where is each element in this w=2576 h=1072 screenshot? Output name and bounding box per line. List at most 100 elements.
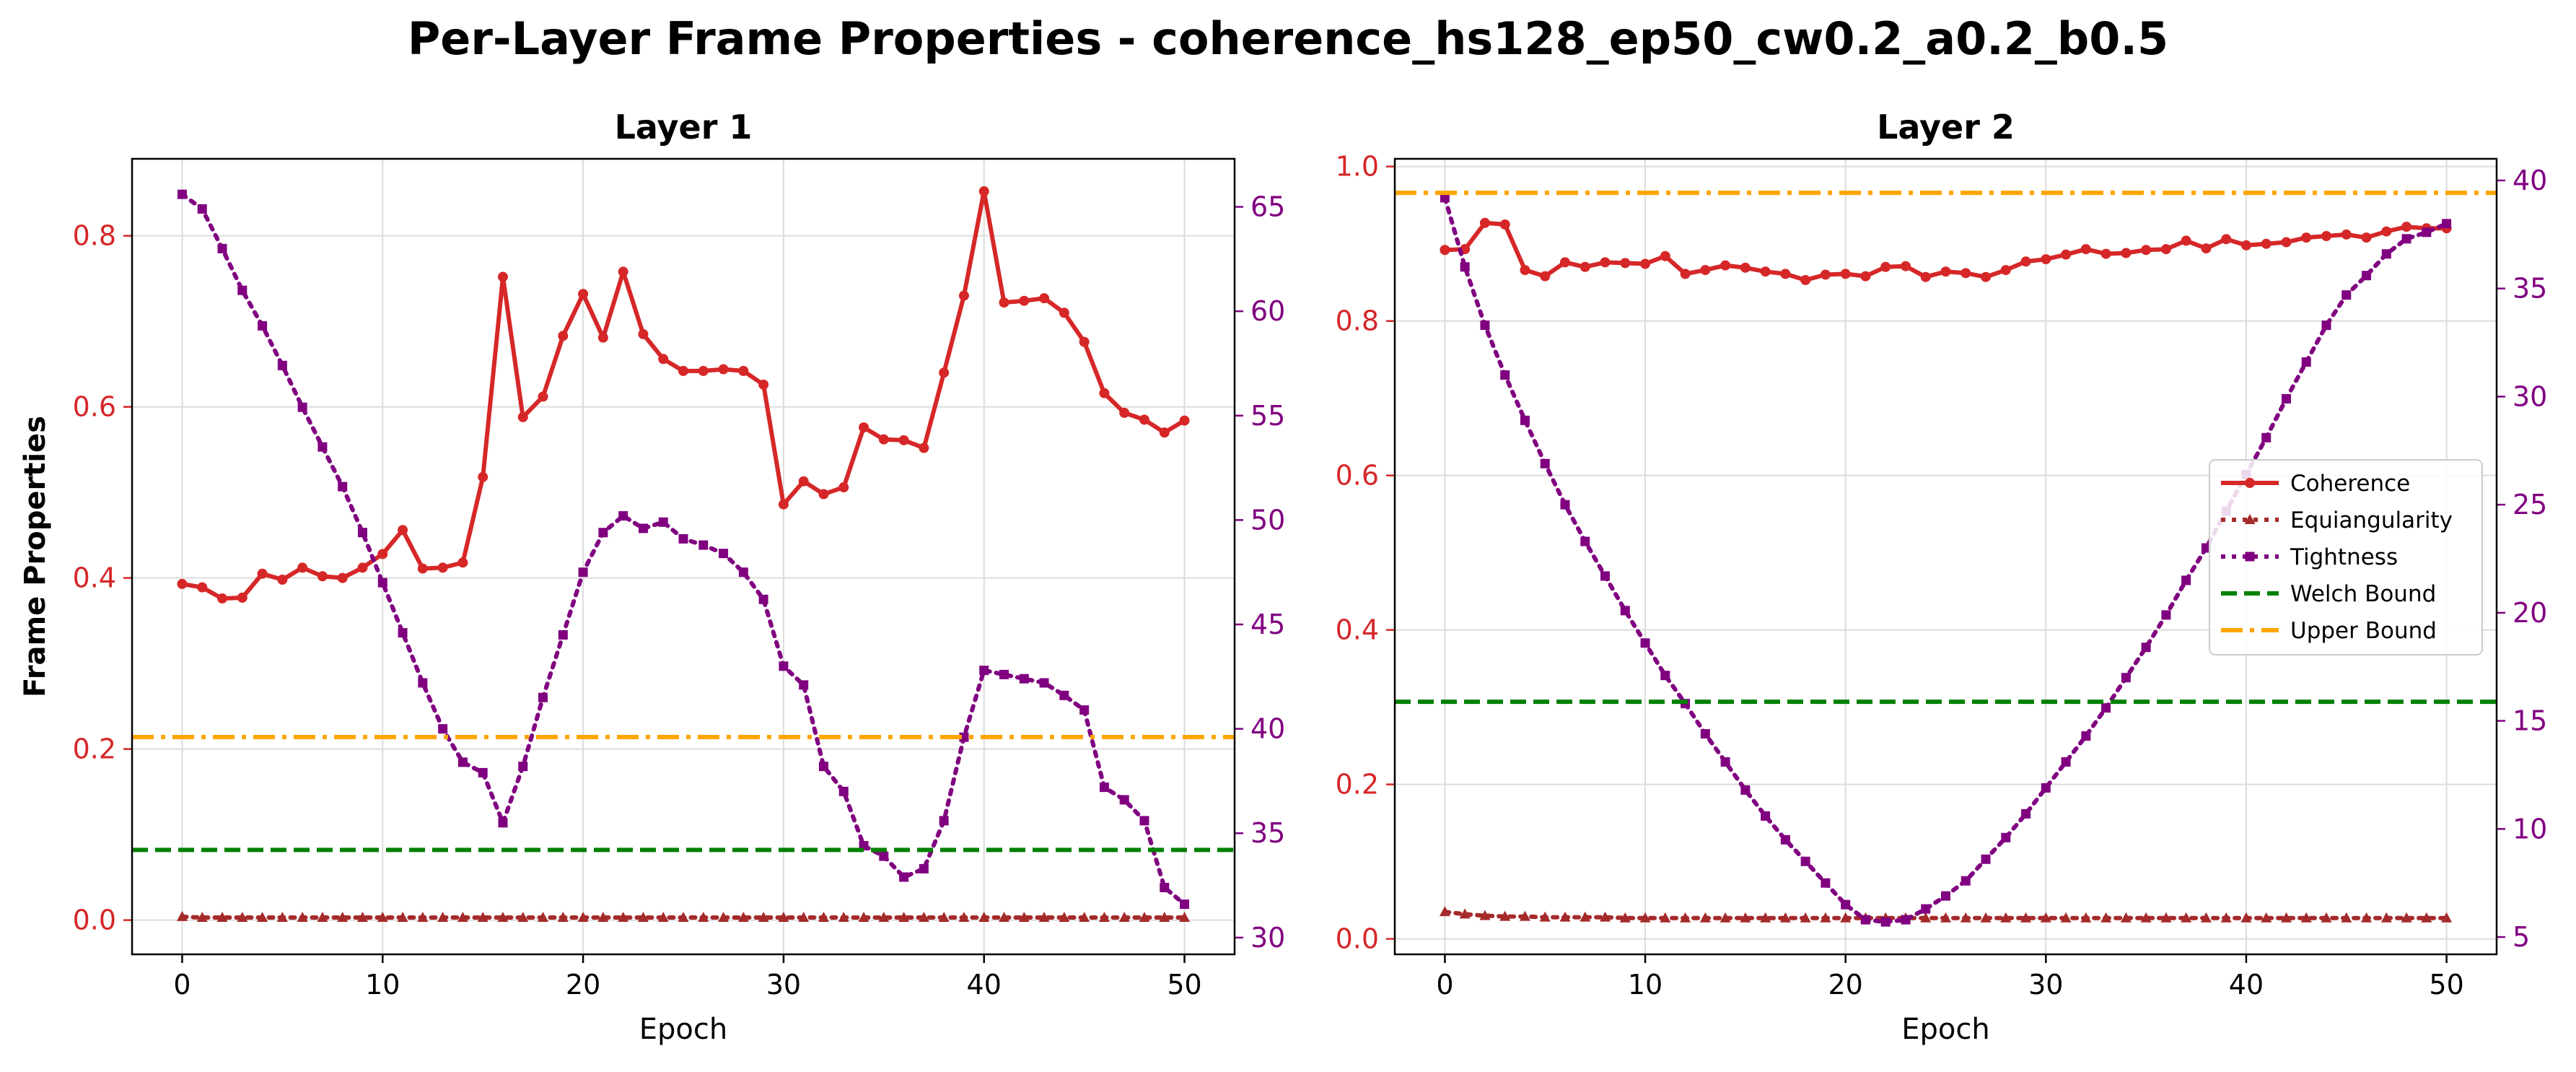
layer-1-equiangularity-point: [597, 912, 609, 923]
layer-1-equiangularity-point: [778, 912, 789, 923]
layer-2-ytick-label: 0.0: [1336, 923, 1379, 955]
layer-1-tightness-point: [317, 442, 328, 452]
layer-1-tightness-point: [598, 528, 608, 538]
layer-2-coherence-point: [1780, 269, 1791, 279]
legend: Coherence Equiangularity Tightness Welch Bo…: [2209, 459, 2483, 655]
layer-2-tightness-point: [1540, 458, 1550, 469]
layer-2-tightness-point: [1460, 262, 1470, 272]
layer-2-ytick-label: 0.8: [1336, 305, 1379, 337]
layer-1-equiangularity-point: [1038, 912, 1050, 923]
layer-1-equiangularity-point: [517, 912, 529, 923]
layer-1-tightness-point: [738, 567, 748, 578]
layer-1-equiangularity-point: [737, 912, 749, 923]
layer-1-panel: Layer 1 0 10 20 30 40 50 Epoch 0.0 0.2 0.4 0.6 0.8 Fr…: [19, 108, 1285, 1046]
layer-2-equiangularity-point: [2000, 912, 2012, 923]
layer-2-equiangularity-point: [1760, 912, 1771, 923]
layer-1-ytick-label: 0.4: [73, 562, 116, 594]
layer-1-tightness-point: [1019, 674, 1029, 684]
layer-1-tightness-point: [719, 549, 729, 559]
layer-2-xtick-label: 40: [2229, 969, 2264, 1001]
layer-2-coherence-point: [1660, 250, 1670, 261]
layer-2-tightness-point: [1560, 500, 1570, 510]
legend-tightness-label: Tightness: [2290, 544, 2398, 570]
layer-1-coherence-point: [398, 525, 408, 536]
layer-1-coherence-point: [638, 328, 649, 339]
layer-2-tightness-point: [2301, 357, 2311, 367]
layer-1-coherence-point: [678, 365, 688, 376]
layer-1-tightness-point: [478, 767, 488, 777]
layer-2-equiangularity-point: [1439, 906, 1450, 917]
layer-1-tightness-point: [758, 594, 768, 604]
layer-1-coherence-point: [698, 365, 709, 376]
layer-2-coherence-point: [1900, 261, 1911, 271]
layer-1-equiangularity-point: [637, 912, 649, 923]
layer-1-equiangularity-point: [1059, 912, 1070, 923]
layer-2-equiangularity-point: [2240, 912, 2252, 923]
layer-1-tightness-point: [979, 666, 989, 676]
layer-2-coherence-point: [1720, 260, 1731, 271]
layer-1-coherence-point: [497, 271, 508, 282]
layer-2-equiangularity-point: [2261, 912, 2272, 923]
layer-1-title: Layer 1: [615, 108, 753, 147]
layer-2-tightness-point: [1660, 671, 1670, 681]
layer-1-coherence-point: [1079, 336, 1090, 347]
layer-1-equiangularity-point: [257, 912, 268, 923]
layer-1-coherence-point: [758, 379, 769, 390]
layer-1-coherence-point: [357, 562, 368, 573]
layer-1-ytick-label: 0.2: [73, 733, 116, 765]
layer-2-y2tick-label: 10: [2513, 813, 2547, 845]
layer-1-tightness-point: [277, 360, 287, 370]
layer-2-equiangularity-point: [1699, 912, 1711, 923]
layer-1-tightness-point: [558, 629, 568, 640]
layer-2-tightness-point: [1860, 915, 1870, 925]
layer-2-tightness-point: [1520, 415, 1530, 425]
layer-1-tightness-point: [1139, 816, 1149, 826]
layer-1-tightness-point: [197, 204, 207, 214]
layer-1-xlabel: Epoch: [639, 1013, 727, 1046]
layer-2-tightness-point: [2341, 290, 2352, 300]
layer-1-coherence-point: [417, 563, 428, 574]
layer-2-tightness-point: [2201, 543, 2211, 553]
layer-2-tightness-point: [2442, 219, 2452, 229]
layer-1-coherence-point: [257, 568, 268, 579]
layer-2-equiangularity-point: [1840, 912, 1852, 923]
layer-1-coherence-point: [1119, 407, 1130, 418]
layer-2-coherence-point: [2381, 226, 2392, 237]
layer-1-coherence-point: [838, 482, 849, 493]
layer-2-xtick-label: 50: [2429, 969, 2463, 1001]
layer-1-coherence-point: [738, 365, 749, 376]
layer-1-equiangularity-point: [216, 912, 228, 923]
layer-1-equiangularity-point: [276, 912, 288, 923]
layer-2-plot-area: [1395, 191, 2497, 927]
legend-box: [2209, 459, 2483, 655]
layer-1-coherence-point: [277, 574, 288, 585]
layer-2-tightness-point: [2401, 234, 2411, 244]
layer-1-tightness-point: [438, 724, 448, 734]
layer-2-equiangularity-point: [1940, 912, 1951, 923]
layer-1-equiangularity-point: [557, 912, 569, 923]
layer-2-coherence-point: [2221, 234, 2232, 245]
layer-2-coherence-point: [1700, 265, 1711, 276]
layer-2-equiangularity-point: [2080, 912, 2092, 923]
layer-2-equiangularity-point: [1519, 910, 1530, 921]
layer-2-coherence-point: [2261, 238, 2271, 249]
layer-1-tightness-point: [418, 678, 428, 688]
layer-2-y2tick-label: 20: [2513, 597, 2547, 629]
layer-2-tightness-point: [1961, 876, 1971, 886]
layer-2-coherence-point: [1760, 266, 1771, 277]
layer-1-coherence-point: [939, 367, 950, 378]
layer-1-coherence-point: [878, 434, 889, 445]
layer-2-equiangularity-point: [1719, 912, 1731, 923]
layer-2-equiangularity-point: [1800, 912, 1811, 923]
layer-2-coherence-point: [1860, 271, 1871, 282]
layer-2-equiangularity-point: [2120, 912, 2132, 923]
layer-1-xtick-label: 20: [566, 969, 600, 1001]
layer-1-tightness-point: [799, 680, 809, 690]
layer-2-coherence-point: [2020, 256, 2031, 267]
layer-1-equiangularity-point: [477, 912, 489, 923]
layer-2-tightness-point: [1761, 811, 1771, 821]
layer-2-xlabel: Epoch: [1901, 1013, 1989, 1046]
layer-1-tightness-point: [578, 567, 588, 578]
layer-1-equiangularity-point: [858, 912, 869, 923]
layer-2-equiangularity-point: [2200, 912, 2212, 923]
